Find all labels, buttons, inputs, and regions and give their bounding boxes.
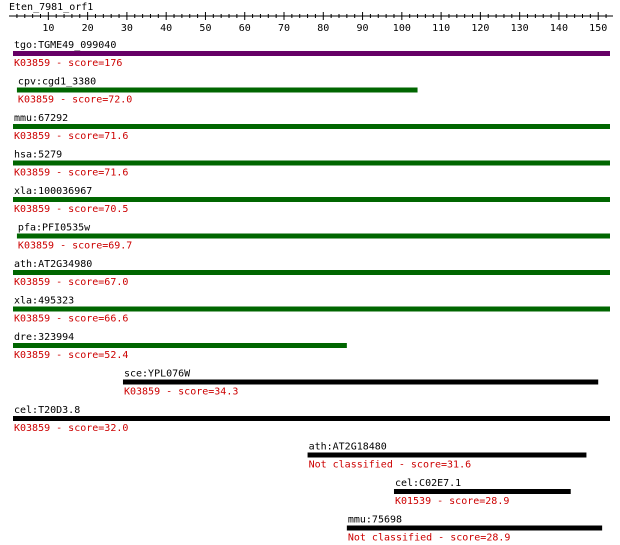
hit-score-label: K03859 - score=32.0 (14, 423, 128, 434)
hit-score-label: K03859 - score=70.5 (14, 204, 128, 215)
hit-row[interactable]: cpv:cgd1_3380 K03859 - score=72.0 (16, 77, 418, 106)
hit-row[interactable]: ath:AT2G18480 Not classified - score=31.6 (307, 442, 587, 471)
hit-score-label: K03859 - score=52.4 (14, 350, 128, 361)
hit-score-label: K03859 - score=69.7 (18, 241, 132, 252)
hit-score-label: K03859 - score=71.6 (14, 168, 128, 179)
hit-score-label: K03859 - score=67.0 (14, 277, 128, 288)
hit-name[interactable]: xla:100036967 (14, 186, 92, 197)
ruler-tick-label: 100 (393, 23, 411, 34)
hit-row[interactable]: xla:495323 K03859 - score=66.6 (13, 296, 610, 325)
hit-row[interactable]: tgo:TGME49_099040 K03859 - score=176 (13, 40, 610, 69)
ruler-tick-label: 130 (511, 23, 529, 34)
hit-name[interactable]: cpv:cgd1_3380 (18, 77, 96, 88)
hit-score-label: K03859 - score=71.6 (14, 131, 128, 142)
hit-alignment-bar[interactable] (13, 306, 610, 312)
ruler-tick-label: 110 (432, 23, 450, 34)
hit-alignment-bar[interactable] (346, 525, 603, 531)
hit-score-label: Not classified - score=31.6 (309, 460, 472, 471)
hit-score-label: K01539 - score=28.9 (395, 496, 509, 507)
hit-alignment-bar[interactable] (13, 343, 347, 348)
hit-name[interactable]: ath:AT2G18480 (309, 442, 387, 453)
hit-alignment-bar[interactable] (16, 87, 418, 93)
hit-score-label: K03859 - score=66.6 (14, 314, 128, 325)
position-ruler: 10 20 30 40 50 60 70 80 90 100 110 120 130 140 150 (9, 12, 613, 34)
hit-score-label: K03859 - score=72.0 (18, 95, 132, 106)
hit-name[interactable]: cel:T20D3.8 (14, 405, 80, 416)
hit-row[interactable]: sce:YPL076W K03859 - score=34.3 (122, 369, 599, 398)
hit-alignment-bar[interactable] (13, 124, 610, 129)
hit-row[interactable]: xla:100036967 K03859 - score=70.5 (13, 186, 610, 215)
hit-alignment-bar[interactable] (393, 489, 571, 494)
ruler-tick-label: 50 (199, 23, 211, 34)
hit-row[interactable]: pfa:PFI0535w K03859 - score=69.7 (16, 223, 611, 252)
hit-name[interactable]: cel:C02E7.1 (395, 478, 461, 489)
ruler-tick-label: 150 (589, 23, 607, 34)
hit-row[interactable]: cel:C02E7.1 K01539 - score=28.9 (393, 478, 571, 507)
hit-name[interactable]: ath:AT2G34980 (14, 259, 92, 270)
hit-alignment-bar[interactable] (13, 160, 610, 166)
hit-name[interactable]: mmu:67292 (14, 113, 68, 124)
hit-alignment-bar[interactable] (16, 233, 611, 239)
hit-score-label: K03859 - score=34.3 (124, 387, 238, 398)
hit-name[interactable]: mmu:75698 (348, 515, 402, 526)
hit-row[interactable]: hsa:5279 K03859 - score=71.6 (13, 150, 610, 179)
hit-row[interactable]: cel:T20D3.8 K03859 - score=32.0 (13, 405, 610, 434)
ruler-tick-label: 90 (357, 23, 369, 34)
hit-score-label: Not classified - score=28.9 (348, 533, 511, 544)
ruler-tick-label: 40 (160, 23, 172, 34)
ruler-tick-label: 80 (317, 23, 329, 34)
hit-row[interactable]: mmu:75698 Not classified - score=28.9 (346, 515, 603, 544)
hit-alignment-bar[interactable] (122, 379, 599, 385)
hit-alignment-bar[interactable] (13, 197, 610, 202)
hit-name[interactable]: pfa:PFI0535w (18, 223, 91, 234)
ruler-tick-label: 60 (239, 23, 251, 34)
hit-row[interactable]: dre:323994 K03859 - score=52.4 (13, 332, 347, 361)
ruler-tick-label: 70 (278, 23, 290, 34)
hit-name[interactable]: hsa:5279 (14, 150, 62, 161)
hit-row[interactable]: ath:AT2G34980 K03859 - score=67.0 (13, 259, 610, 288)
query-title: Eten_7981_orf1 (9, 2, 93, 13)
hit-score-label: K03859 - score=176 (14, 58, 122, 69)
hit-alignment-bar[interactable] (13, 270, 610, 275)
hit-row[interactable]: mmu:67292 K03859 - score=71.6 (13, 113, 610, 142)
hit-name[interactable]: sce:YPL076W (124, 369, 191, 380)
hit-alignment-bar[interactable] (13, 51, 610, 56)
hit-alignment-bar[interactable] (13, 416, 610, 421)
ruler-tick-label: 20 (82, 23, 94, 34)
hit-name[interactable]: tgo:TGME49_099040 (14, 40, 116, 51)
hit-name[interactable]: xla:495323 (14, 296, 74, 307)
hit-alignment-bar[interactable] (307, 452, 587, 458)
ruler-tick-label: 140 (550, 23, 568, 34)
ruler-tick-label: 10 (42, 23, 54, 34)
hit-list: tgo:TGME49_099040 K03859 - score=176 cpv:c… (13, 40, 611, 544)
ruler-tick-label: 30 (121, 23, 133, 34)
ruler-tick-label: 120 (471, 23, 489, 34)
hit-name[interactable]: dre:323994 (14, 332, 74, 343)
